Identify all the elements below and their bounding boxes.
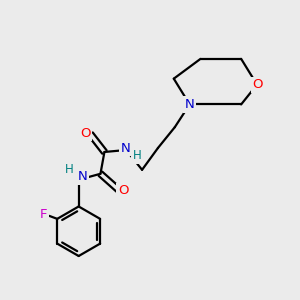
- Text: N: N: [185, 98, 194, 111]
- Text: H: H: [133, 149, 142, 162]
- Text: O: O: [80, 127, 91, 140]
- Text: O: O: [118, 184, 128, 197]
- Text: O: O: [253, 78, 263, 91]
- Text: N: N: [120, 142, 130, 154]
- Text: N: N: [78, 170, 88, 183]
- Text: F: F: [40, 208, 47, 221]
- Text: H: H: [65, 163, 74, 176]
